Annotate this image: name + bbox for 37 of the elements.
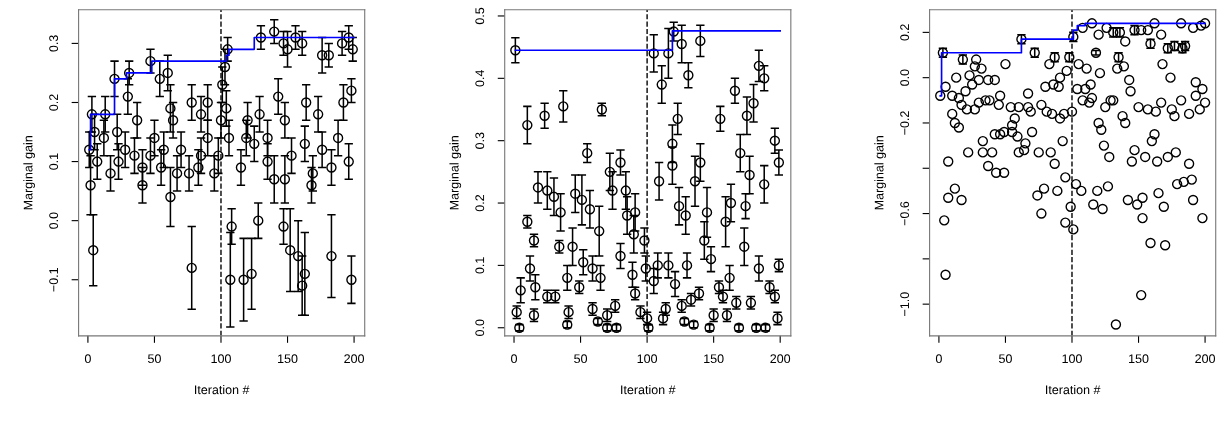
y-tick-label: 0.5 xyxy=(475,7,485,25)
y-tick-label: 0.3 xyxy=(475,132,485,149)
x-tick-label: 0 xyxy=(935,354,942,364)
x-tick-label: 150 xyxy=(1129,354,1149,364)
y-tick-label: 0.4 xyxy=(475,70,485,87)
y-tick-label: −0.6 xyxy=(900,201,910,226)
y-tick-label: −0.1 xyxy=(49,268,59,292)
y-tick-label: 0.1 xyxy=(475,257,485,274)
x-tick-label: 100 xyxy=(211,354,231,364)
y-tick-label: 0.0 xyxy=(475,319,485,336)
x-axis-title: Iteration # xyxy=(621,385,676,395)
y-axis-title: Marginal gain xyxy=(23,136,35,210)
y-tick-label: 0.0 xyxy=(900,69,910,86)
x-tick-label: 150 xyxy=(278,354,298,364)
x-axis-title: Iteration # xyxy=(195,385,250,395)
x-tick-label: 150 xyxy=(704,354,724,364)
y-axis-title: Marginal gain xyxy=(449,136,462,210)
x-tick-label: 100 xyxy=(637,354,658,364)
x-tick-label: 200 xyxy=(770,354,791,364)
y-tick-label: 0.3 xyxy=(49,35,59,52)
y-tick-label: 0.2 xyxy=(900,24,910,41)
x-tick-label: 0 xyxy=(84,354,91,364)
x-tick-label: 200 xyxy=(344,354,365,364)
x-tick-label: 50 xyxy=(999,354,1012,364)
y-axis-title: Marginal gain xyxy=(874,136,886,210)
x-axis-title: Iteration # xyxy=(1046,385,1101,395)
y-tick-label: 0.2 xyxy=(475,194,485,212)
y-tick-label: 0.0 xyxy=(49,212,59,229)
x-tick-label: 200 xyxy=(1195,354,1216,364)
x-tick-label: 100 xyxy=(1062,354,1082,364)
x-tick-label: 0 xyxy=(511,354,518,364)
x-tick-label: 50 xyxy=(574,354,588,364)
y-tick-label: −0.2 xyxy=(900,111,910,135)
x-tick-label: 50 xyxy=(148,354,161,364)
y-tick-label: −1.0 xyxy=(900,292,910,316)
y-tick-label: 0.1 xyxy=(49,153,59,170)
y-tick-label: 0.2 xyxy=(49,94,59,111)
